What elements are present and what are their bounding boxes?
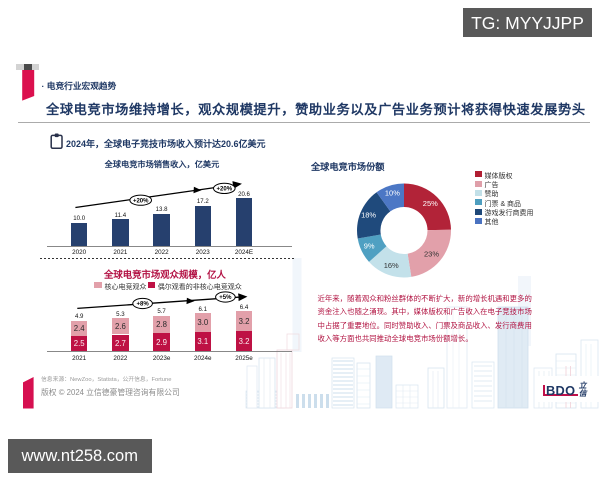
- svg-text:23%: 23%: [424, 249, 439, 258]
- svg-text:16%: 16%: [384, 261, 399, 270]
- svg-text:18%: 18%: [361, 210, 376, 219]
- svg-text:25%: 25%: [423, 199, 438, 208]
- svg-text:+8%: +8%: [137, 302, 150, 308]
- svg-text:10%: 10%: [385, 189, 400, 198]
- svg-text:+20%: +20%: [217, 187, 233, 193]
- svg-text:+20%: +20%: [133, 198, 149, 204]
- svg-text:9%: 9%: [364, 242, 375, 251]
- svg-text:+5%: +5%: [219, 295, 232, 301]
